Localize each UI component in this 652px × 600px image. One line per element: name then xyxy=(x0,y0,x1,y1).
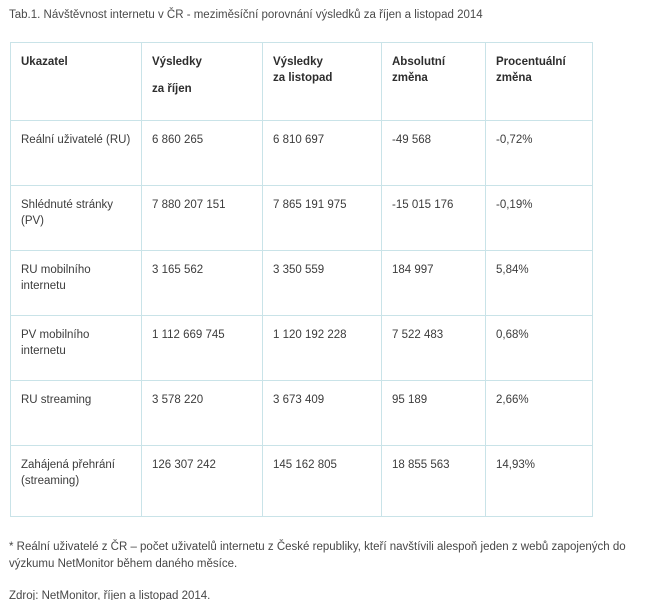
footnote: * Reální uživatelé z ČR – počet uživatel… xyxy=(9,541,626,570)
cell-october: 7 880 207 151 xyxy=(141,185,263,251)
cell-november: 7 865 191 975 xyxy=(262,185,382,251)
cell-indicator: Reální uživatelé (RU) xyxy=(10,120,142,186)
header-label: Procentuální xyxy=(496,56,566,68)
cell-october: 3 165 562 xyxy=(141,250,263,316)
header-row: Ukazatel Výsledky za říjen Výsledky za l… xyxy=(10,42,593,121)
cell-percent-change: -0,72% xyxy=(485,120,593,186)
table-row: Zahájená přehrání (streaming) 126 307 24… xyxy=(10,445,593,517)
header-label: za říjen xyxy=(152,83,192,95)
header-label: změna xyxy=(496,72,532,84)
header-label: Absolutní xyxy=(392,56,446,68)
cell-percent-change: 14,93% xyxy=(485,445,593,517)
cell-absolute-change: 184 997 xyxy=(381,250,486,316)
cell-percent-change: 2,66% xyxy=(485,380,593,446)
header-label: Výsledky xyxy=(152,56,202,68)
cell-indicator: Zahájená přehrání (streaming) xyxy=(10,445,142,517)
cell-october: 1 112 669 745 xyxy=(141,315,263,381)
cell-indicator: PV mobilního internetu xyxy=(10,315,142,381)
header-label: změna xyxy=(392,72,428,84)
cell-absolute-change: 18 855 563 xyxy=(381,445,486,517)
col-header-indicator: Ukazatel xyxy=(10,42,142,121)
cell-november: 6 810 697 xyxy=(262,120,382,186)
cell-october: 6 860 265 xyxy=(141,120,263,186)
col-header-october: Výsledky za říjen xyxy=(141,42,263,121)
table-row: RU mobilního internetu 3 165 562 3 350 5… xyxy=(10,250,593,316)
table-row: Reální uživatelé (RU) 6 860 265 6 810 69… xyxy=(10,120,593,186)
cell-indicator: RU mobilního internetu xyxy=(10,250,142,316)
cell-percent-change: 5,84% xyxy=(485,250,593,316)
table-header: Ukazatel Výsledky za říjen Výsledky za l… xyxy=(10,42,593,121)
col-header-absolute-change: Absolutní změna xyxy=(381,42,486,121)
cell-absolute-change: -15 015 176 xyxy=(381,185,486,251)
cell-absolute-change: -49 568 xyxy=(381,120,486,186)
cell-absolute-change: 95 189 xyxy=(381,380,486,446)
cell-indicator: Shlédnuté stránky (PV) xyxy=(10,185,142,251)
col-header-percent-change: Procentuální změna xyxy=(485,42,593,121)
cell-indicator: RU streaming xyxy=(10,380,142,446)
table-row: RU streaming 3 578 220 3 673 409 95 189 … xyxy=(10,380,593,446)
header-label: Výsledky xyxy=(273,56,323,68)
table-row: Shlédnuté stránky (PV) 7 880 207 151 7 8… xyxy=(10,185,593,251)
cell-november: 1 120 192 228 xyxy=(262,315,382,381)
source-line: Zdroj: NetMonitor, říjen a listopad 2014… xyxy=(9,590,211,600)
col-header-november: Výsledky za listopad xyxy=(262,42,382,121)
cell-november: 3 350 559 xyxy=(262,250,382,316)
cell-october: 126 307 242 xyxy=(141,445,263,517)
cell-november: 3 673 409 xyxy=(262,380,382,446)
cell-percent-change: 0,68% xyxy=(485,315,593,381)
cell-percent-change: -0,19% xyxy=(485,185,593,251)
stats-table: Ukazatel Výsledky za říjen Výsledky za l… xyxy=(10,42,593,517)
table-title: Tab.1. Návštěvnost internetu v ČR - mezi… xyxy=(9,9,483,21)
header-label: za listopad xyxy=(273,72,333,84)
header-label: Ukazatel xyxy=(21,56,68,68)
table-body: Reální uživatelé (RU) 6 860 265 6 810 69… xyxy=(10,120,593,517)
table-row: PV mobilního internetu 1 112 669 745 1 1… xyxy=(10,315,593,381)
cell-absolute-change: 7 522 483 xyxy=(381,315,486,381)
cell-november: 145 162 805 xyxy=(262,445,382,517)
cell-october: 3 578 220 xyxy=(141,380,263,446)
